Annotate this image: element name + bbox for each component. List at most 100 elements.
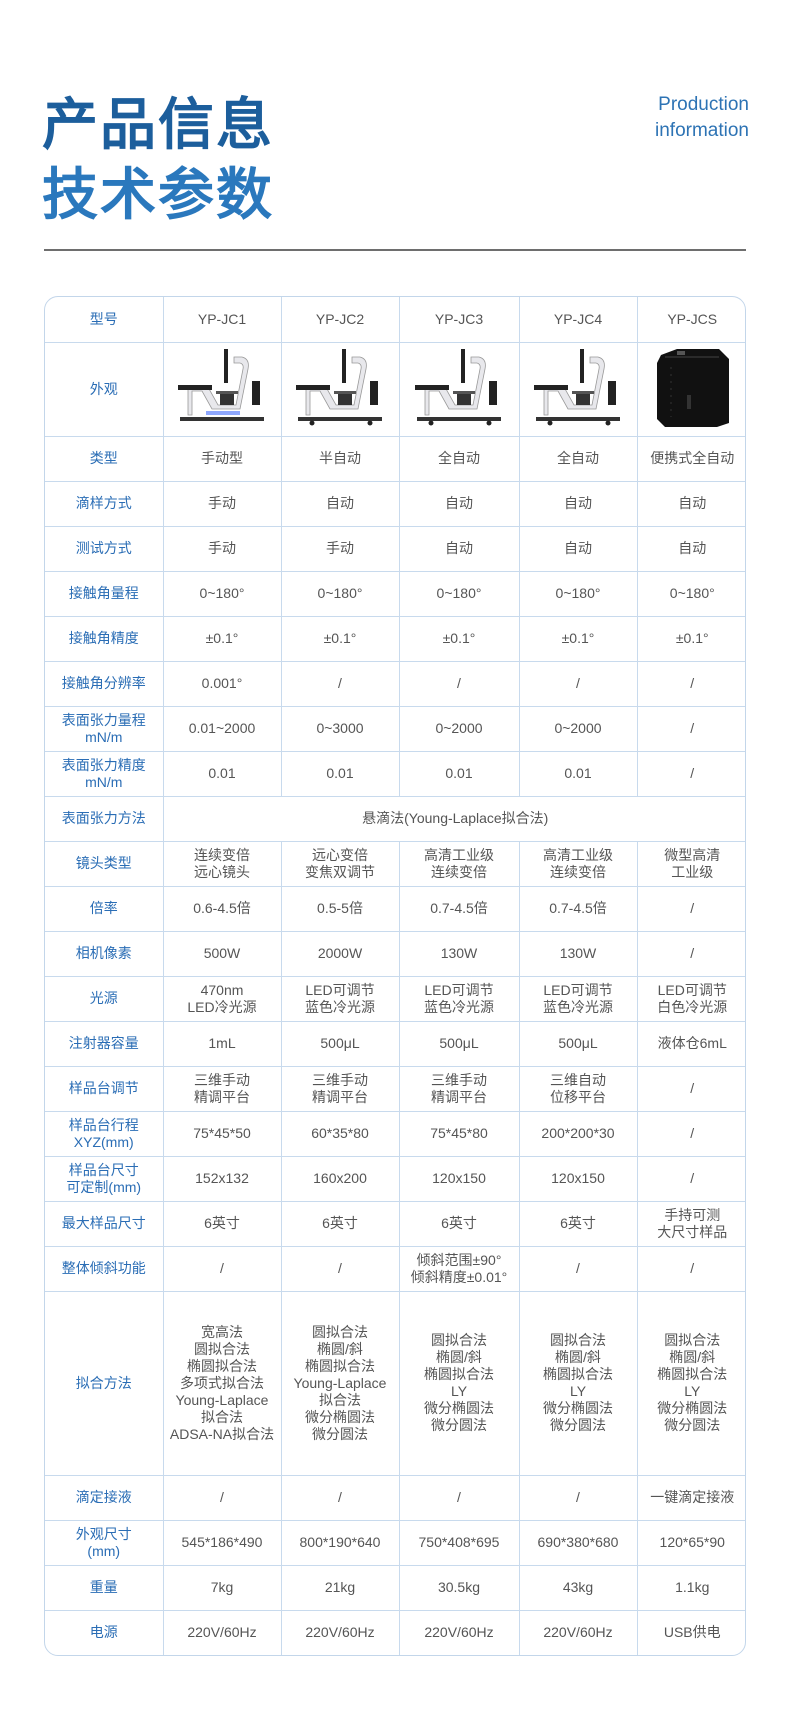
spec-value: 60*35*80 [280, 1110, 400, 1157]
row-label: 型号 [45, 297, 164, 343]
spec-value: 自动 [518, 525, 638, 572]
spec-value: / [636, 1155, 745, 1202]
spec-value: 全自动 [398, 435, 520, 482]
spec-value: 手动型 [162, 435, 282, 482]
spec-value: 0~180° [398, 570, 520, 617]
auto-contact-angle-meter-image [528, 349, 628, 430]
spec-value: / [636, 705, 745, 752]
model-name: YP-JCS [636, 297, 745, 343]
spec-value: 545*186*490 [162, 1519, 282, 1566]
table-row: 相机像素 500W 2000W 130W 130W / [45, 930, 745, 977]
row-label: 拟合方法 [45, 1290, 164, 1476]
spec-value: / [518, 660, 638, 707]
spec-value: 500W [162, 930, 282, 977]
spec-value: 自动 [636, 525, 745, 572]
english-title-line1: Production [658, 94, 749, 115]
spec-value: 高清工业级 连续变倍 [398, 840, 520, 887]
row-label: 滴样方式 [45, 480, 164, 527]
table-row: 整体倾斜功能 / / 倾斜范围±90° 倾斜精度±0.01° / / [45, 1245, 745, 1292]
spec-value: 高清工业级 连续变倍 [518, 840, 638, 887]
table-row: 外观尺寸 (mm) 545*186*490 800*190*640 750*408*6… [45, 1519, 745, 1566]
spec-value: 手动 [162, 480, 282, 527]
spec-value: 宽高法 圆拟合法 椭圆拟合法 多项式拟合法 Young-Laplace 拟合法 … [162, 1290, 282, 1476]
table-row: 类型 手动型 半自动 全自动 全自动 便携式全自动 [45, 435, 745, 482]
spec-value: 0.5-5倍 [280, 885, 400, 932]
spec-value: / [636, 1065, 745, 1112]
spec-value: 500μL [518, 1020, 638, 1067]
row-label: 样品台行程 XYZ(mm) [45, 1110, 164, 1157]
spec-value: 220V/60Hz [398, 1609, 520, 1655]
spec-value: / [636, 660, 745, 707]
english-title-line2: information [655, 120, 749, 141]
spec-value: 0~2000 [398, 705, 520, 752]
spec-value: 0~180° [162, 570, 282, 617]
spec-value: / [518, 1245, 638, 1292]
row-label: 类型 [45, 435, 164, 482]
spec-value: LED可调节 蓝色冷光源 [280, 975, 400, 1022]
spec-value: 自动 [518, 480, 638, 527]
auto-contact-angle-meter-image [409, 349, 509, 430]
table-row: 测试方式 手动 手动 自动 自动 自动 [45, 525, 745, 572]
row-label: 电源 [45, 1609, 164, 1655]
table-row: 重量 7kg 21kg 30.5kg 43kg 1.1kg [45, 1564, 745, 1611]
spec-value: 自动 [398, 525, 520, 572]
spec-value: 圆拟合法 椭圆/斜 椭圆拟合法 LY 微分椭圆法 微分圆法 [398, 1290, 520, 1476]
row-label: 样品台调节 [45, 1065, 164, 1112]
model-name: YP-JC3 [398, 297, 520, 343]
spec-value: / [636, 1245, 745, 1292]
appearance-row: 外观 [45, 341, 745, 437]
product-image [398, 341, 520, 437]
table-row: 最大样品尺寸 6英寸 6英寸 6英寸 6英寸 手持可测 大尺寸样品 [45, 1200, 745, 1247]
row-label: 样品台尺寸 可定制(mm) [45, 1155, 164, 1202]
spec-value: 6英寸 [162, 1200, 282, 1247]
table-row: 表面张力精度 mN/m 0.01 0.01 0.01 0.01/ [45, 750, 745, 797]
spec-value: 0.01 [398, 750, 520, 797]
semi-auto-contact-angle-meter-image [290, 349, 390, 430]
row-label: 整体倾斜功能 [45, 1245, 164, 1292]
product-image [636, 341, 745, 437]
spec-value: 200*200*30 [518, 1110, 638, 1157]
spec-value: 0.7-4.5倍 [518, 885, 638, 932]
spec-value: 470nm LED冷光源 [162, 975, 282, 1022]
table-row: 注射器容量 1mL 500μL 500μL 500μL 液体仓6mL [45, 1020, 745, 1067]
spec-value: 152x132 [162, 1155, 282, 1202]
spec-value: 三维手动 精调平台 [398, 1065, 520, 1112]
row-label: 接触角分辨率 [45, 660, 164, 707]
table-row: 接触角分辨率 0.001° / / / / [45, 660, 745, 707]
spec-value: / [636, 1110, 745, 1157]
row-label: 镜头类型 [45, 840, 164, 887]
spec-value: 圆拟合法 椭圆/斜 椭圆拟合法 Young-Laplace 拟合法 微分椭圆法 … [280, 1290, 400, 1476]
product-image [518, 341, 638, 437]
spec-value: 0.01 [162, 750, 282, 797]
row-label: 表面张力量程 mN/m [45, 705, 164, 752]
spec-value: 圆拟合法 椭圆/斜 椭圆拟合法 LY 微分椭圆法 微分圆法 [518, 1290, 638, 1476]
spec-value: / [280, 1474, 400, 1521]
spec-value: 800*190*640 [280, 1519, 400, 1566]
spec-value: 0~180° [636, 570, 745, 617]
row-label: 注射器容量 [45, 1020, 164, 1067]
spec-value: 6英寸 [280, 1200, 400, 1247]
spec-value: 0.7-4.5倍 [398, 885, 520, 932]
spec-value: 0~180° [518, 570, 638, 617]
spec-value: 0.01 [518, 750, 638, 797]
spec-value: LED可调节 蓝色冷光源 [518, 975, 638, 1022]
spec-value: 130W [518, 930, 638, 977]
page-subtitle: 技术参数 [42, 163, 274, 228]
spec-value: 一键滴定接液 [636, 1474, 745, 1521]
page-title: 产品信息 [42, 93, 274, 158]
spec-value: 三维自动 位移平台 [518, 1065, 638, 1112]
spec-value: 液体仓6mL [636, 1020, 745, 1067]
spec-value: ±0.1° [518, 615, 638, 662]
spec-value: 130W [398, 930, 520, 977]
spec-value: ±0.1° [398, 615, 520, 662]
spec-value: / [636, 750, 745, 797]
spec-value: 0.01~2000 [162, 705, 282, 752]
spec-value: 30.5kg [398, 1564, 520, 1611]
row-label: 外观尺寸 (mm) [45, 1519, 164, 1566]
spec-value: 0~3000 [280, 705, 400, 752]
spec-value: 500μL [398, 1020, 520, 1067]
table-row: 接触角量程 0~180° 0~180° 0~180° 0~180° 0~180° [45, 570, 745, 617]
spec-value: / [398, 1474, 520, 1521]
spec-value: 自动 [398, 480, 520, 527]
spec-value: ±0.1° [280, 615, 400, 662]
